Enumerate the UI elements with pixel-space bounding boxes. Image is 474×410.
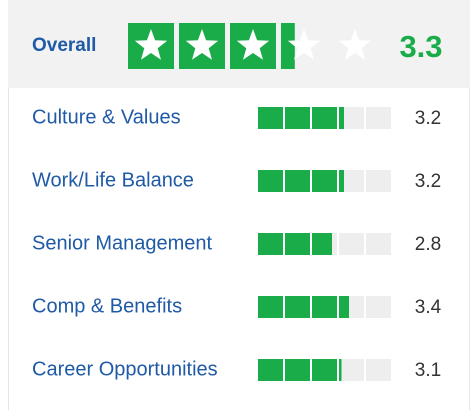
bar-slot (366, 170, 391, 192)
bar-fill (339, 170, 344, 192)
bar-slot (366, 296, 391, 318)
bar-slot (339, 170, 364, 192)
bar-slot (339, 233, 364, 255)
category-rating: 3.2 (415, 171, 441, 192)
bar-fill (339, 296, 349, 318)
bar-fill (258, 296, 283, 318)
star-icon (287, 29, 321, 60)
bar-fill (312, 170, 337, 192)
bar-fill (285, 296, 310, 318)
overall-label: Overall (32, 35, 96, 56)
star-icon (185, 29, 219, 60)
category-label: Comp & Benefits (32, 295, 182, 317)
bar-fill (258, 233, 283, 255)
bar-fill (312, 233, 332, 255)
overall-rating: 3.3 (399, 29, 442, 64)
bar-fill (339, 107, 344, 129)
bar-fill (285, 107, 310, 129)
category-label: Senior Management (32, 232, 213, 254)
bar-fill (312, 296, 337, 318)
bar-fill (339, 359, 342, 381)
star-icon (236, 29, 270, 60)
bar-fill (258, 107, 283, 129)
category-label: Career Opportunities (32, 358, 218, 380)
bar-slot (339, 359, 364, 381)
category-rating: 2.8 (415, 234, 441, 255)
category-rating: 3.1 (415, 360, 441, 381)
category-rating: 3.2 (415, 108, 441, 129)
star-icon (134, 29, 168, 60)
bar-fill (312, 359, 337, 381)
star-icon (338, 29, 372, 60)
bar-fill (285, 233, 310, 255)
bar-fill (258, 359, 283, 381)
bar-fill (285, 170, 310, 192)
star-fill (281, 23, 295, 69)
category-label: Work/Life Balance (32, 169, 194, 191)
category-rating: 3.4 (415, 297, 442, 318)
bar-slot (366, 359, 391, 381)
category-label: Culture & Values (32, 106, 181, 128)
bar-fill (258, 170, 283, 192)
bar-slot (366, 233, 391, 255)
bar-fill (312, 107, 337, 129)
bar-slot (366, 107, 391, 129)
bar-slot (339, 107, 364, 129)
bar-fill (285, 359, 310, 381)
